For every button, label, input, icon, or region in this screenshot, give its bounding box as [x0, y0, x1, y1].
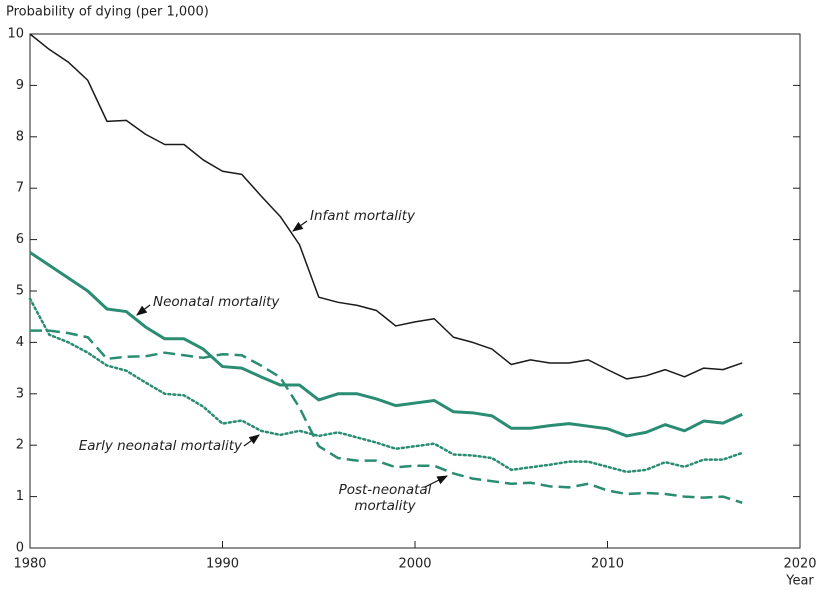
y-tick-label: 3: [16, 386, 24, 401]
x-tick-label: 2010: [591, 557, 624, 572]
series-line: [30, 329, 743, 504]
series-line: [29, 33, 743, 380]
annotation-arrow: [424, 475, 448, 488]
annotation-arrow: [243, 434, 260, 447]
series-line: [29, 251, 743, 438]
x-tick-label: 2020: [783, 557, 816, 572]
y-tick-label: 4: [16, 335, 24, 350]
annotation-arrow: [292, 220, 308, 232]
series-line: [28, 297, 744, 474]
x-tick-label: 1980: [13, 557, 46, 572]
annotation-arrow: [136, 304, 151, 316]
y-tick-label: 5: [16, 284, 24, 299]
series-label: Neonatal mortality: [153, 294, 280, 310]
series-label: Early neonatal mortality: [79, 438, 243, 454]
x-tick-label: 1990: [206, 557, 239, 572]
y-tick-label: 0: [16, 541, 24, 556]
y-tick-label: 7: [16, 181, 24, 196]
y-tick-label: 2: [16, 438, 24, 453]
series-label: Infant mortality: [310, 208, 416, 224]
y-tick-label: 6: [16, 232, 24, 247]
plot-frame: [29, 33, 801, 549]
y-tick-label: 9: [16, 78, 24, 93]
x-axis-label: Year: [785, 574, 814, 589]
y-axis-label: Probability of dying (per 1,000): [6, 5, 209, 20]
y-tick-label: 8: [16, 129, 24, 144]
x-tick-label: 2000: [398, 557, 431, 572]
series-label: Post-neonatal mortality: [339, 482, 432, 514]
y-tick-label: 10: [7, 27, 24, 42]
y-tick-label: 1: [16, 489, 24, 504]
